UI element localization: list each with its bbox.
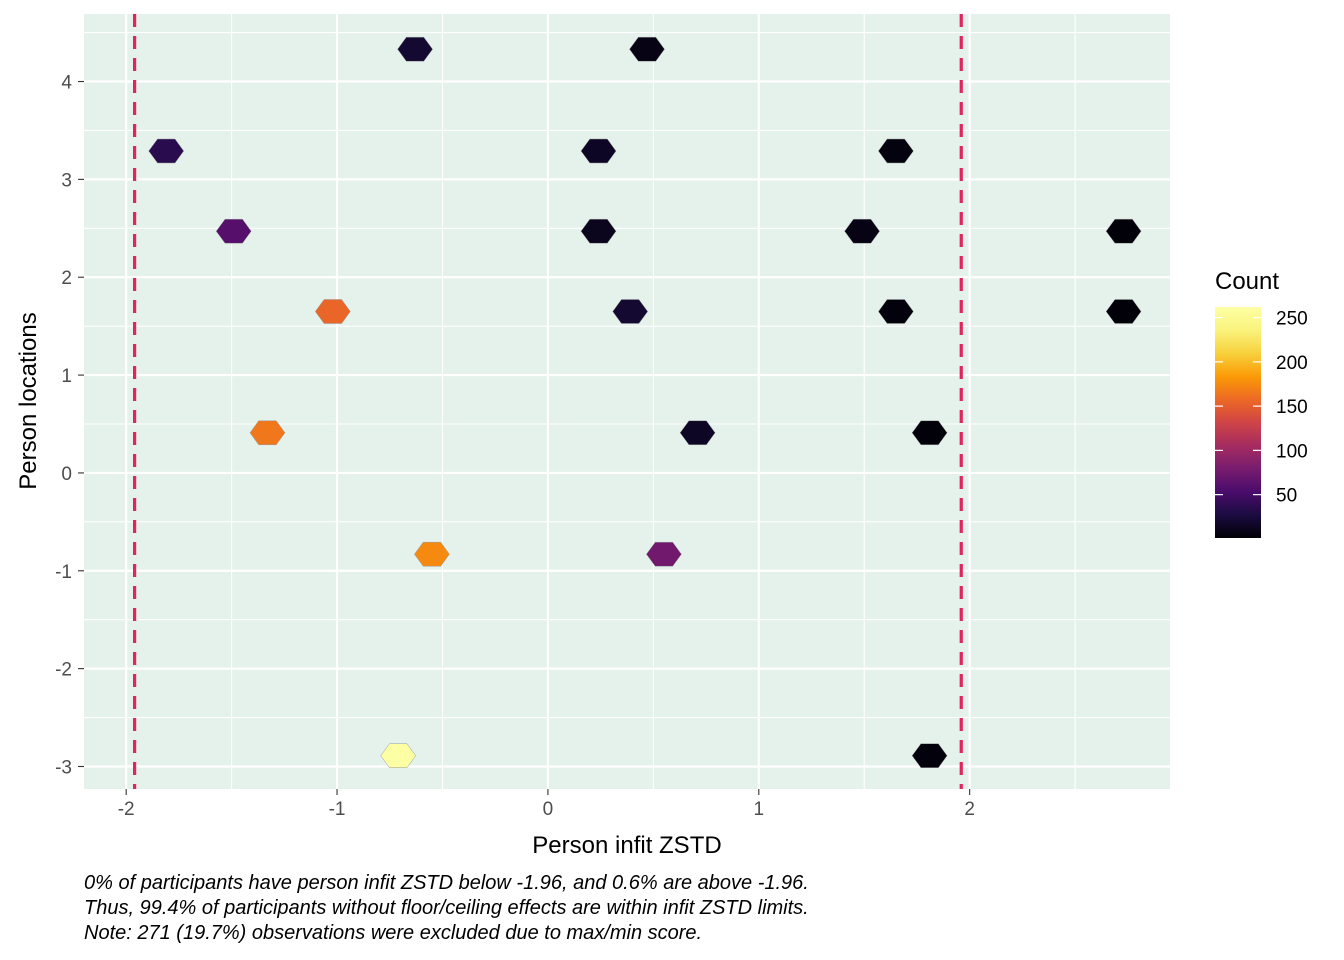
y-tick-label: 2: [61, 268, 72, 289]
hexbin-cell: [612, 299, 649, 324]
colorbar-ticks: 50 100 150 200 250: [1215, 309, 1308, 507]
y-tick-label: 0: [61, 464, 72, 485]
x-tick-label: 2: [964, 799, 975, 820]
hexbin-cell: [878, 299, 914, 324]
hexbin-cell: [911, 420, 948, 446]
colorbar-tick-label: 150: [1276, 397, 1308, 418]
hexbin-cell: [1105, 299, 1142, 324]
y-tick-label: 3: [61, 170, 72, 191]
hexbin-cell: [215, 218, 252, 244]
hexbin-cell: [679, 420, 716, 446]
hexbin-cell: [844, 218, 880, 244]
caption-line-2: Thus, 99.4% of participants without floo…: [84, 897, 809, 919]
y-tick-label: -3: [55, 757, 72, 778]
y-tick-label: 4: [61, 73, 72, 94]
caption: 0% of participants have person infit ZST…: [84, 871, 1084, 946]
hexbin-cell: [314, 299, 351, 324]
y-axis: -3 -2 -1 0 1 2 3 4: [55, 73, 84, 778]
plot-panel: [84, 14, 1170, 789]
y-tick-label: 1: [61, 366, 72, 387]
hexbin-cell: [580, 138, 617, 164]
hexbin-cell: [878, 138, 914, 164]
hexbin-layer: [148, 36, 1142, 768]
colorbar-tick-label: 250: [1276, 309, 1308, 330]
y-tick-label: -1: [55, 562, 72, 583]
x-tick-label: 0: [543, 799, 554, 820]
legend: Count 50 100 150 200 250: [1215, 268, 1308, 538]
x-tick-label: -2: [118, 799, 135, 820]
hexbin-cell: [911, 743, 948, 768]
major-gridlines: [84, 14, 1170, 789]
hexbin-cell: [646, 541, 682, 567]
x-axis-title: Person infit ZSTD: [532, 832, 721, 859]
x-axis: -2 -1 0 1 2: [118, 789, 975, 820]
hexbin-cell: [148, 138, 185, 164]
y-tick-label: -2: [55, 660, 72, 681]
hexbin-cell: [397, 36, 433, 62]
hexbin-cell: [249, 420, 286, 446]
colorbar-tick-label: 50: [1276, 486, 1297, 507]
y-axis-title: Person locations: [15, 312, 42, 489]
x-tick-label: 1: [754, 799, 765, 820]
colorbar: [1215, 307, 1261, 538]
hexbin-cell: [414, 541, 450, 567]
hexbin-cell: [629, 36, 665, 62]
hexbin-cell: [1105, 218, 1142, 244]
hexbin-cell: [380, 743, 417, 768]
x-tick-label: -1: [329, 799, 346, 820]
legend-title: Count: [1215, 268, 1279, 295]
caption-line-1: 0% of participants have person infit ZST…: [84, 872, 809, 894]
colorbar-tick-label: 100: [1276, 441, 1308, 462]
caption-line-3: Note: 271 (19.7%) observations were excl…: [84, 922, 703, 944]
reference-lines: [133, 14, 963, 789]
colorbar-tick-label: 200: [1276, 353, 1308, 374]
hexbin-cell: [580, 218, 617, 244]
